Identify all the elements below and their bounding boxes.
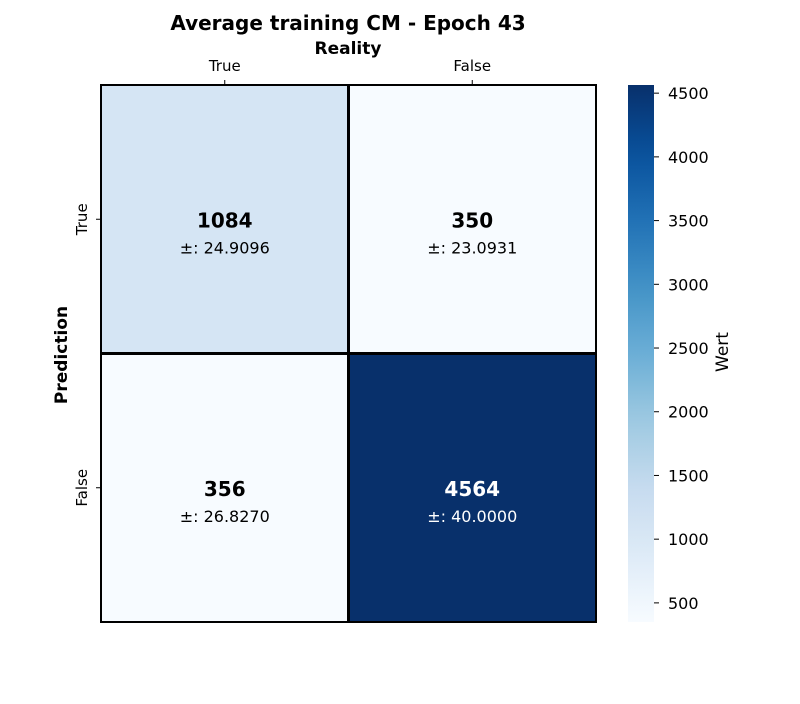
cell-value-label-r1-c0: 356	[204, 477, 246, 501]
colorbar-tick-label-2: 1500	[668, 466, 709, 485]
x-ticks: True False	[208, 57, 491, 85]
colorbar-tick-label-4: 2500	[668, 339, 709, 358]
colorbar-tick-label-6: 3500	[668, 212, 709, 231]
chart-title: Average training CM - Epoch 43	[170, 11, 525, 35]
cell-std-label-r1-c1: ±: 40.0000	[427, 507, 517, 526]
cell-borders	[100, 84, 597, 623]
cell-annotations: 1084 ±: 24.9096 350 ±: 23.0931 356 ±: 26.8270…	[180, 208, 518, 526]
colorbar-tick-label-5: 3000	[668, 275, 709, 294]
colorbar-tick-label-3: 2000	[668, 403, 709, 422]
x-axis-label: Reality	[315, 39, 382, 59]
heatmap-cell-r0-c0	[101, 85, 349, 354]
cell-value-label-r1-c1: 4564	[444, 477, 500, 501]
heatmap-cells	[101, 85, 596, 622]
colorbar-tick-label-7: 4000	[668, 148, 709, 167]
colorbar-tick-label-8: 4500	[668, 84, 709, 103]
y-ticks: True False	[73, 203, 101, 507]
x-tick-label-0: True	[208, 57, 241, 75]
heatmap-cell-r0-c1	[348, 85, 596, 354]
colorbar-tick-label-0: 500	[668, 594, 699, 613]
cell-std-label-r0-c1: ±: 23.0931	[427, 238, 517, 257]
y-tick-label-0: True	[73, 203, 91, 236]
cell-value-label-r0-c0: 1084	[197, 208, 253, 232]
colorbar-label: Wert	[713, 332, 733, 372]
y-tick-label-1: False	[73, 469, 91, 507]
colorbar-tick-label-1: 1000	[668, 530, 709, 549]
cell-std-label-r0-c0: ±: 24.9096	[180, 238, 270, 257]
y-axis-label: Prediction	[52, 306, 72, 404]
cell-value-label-r0-c1: 350	[451, 208, 493, 232]
colorbar: 500 1000 1500 2000 2500 3000 3500 4000 4500	[628, 84, 709, 622]
colorbar-gradient	[628, 85, 654, 622]
x-tick-label-1: False	[453, 57, 491, 75]
cell-std-label-r1-c0: ±: 26.8270	[180, 507, 270, 526]
heatmap-cell-r1-c0	[101, 353, 349, 622]
heatmap-cell-r1-c1	[348, 353, 596, 622]
